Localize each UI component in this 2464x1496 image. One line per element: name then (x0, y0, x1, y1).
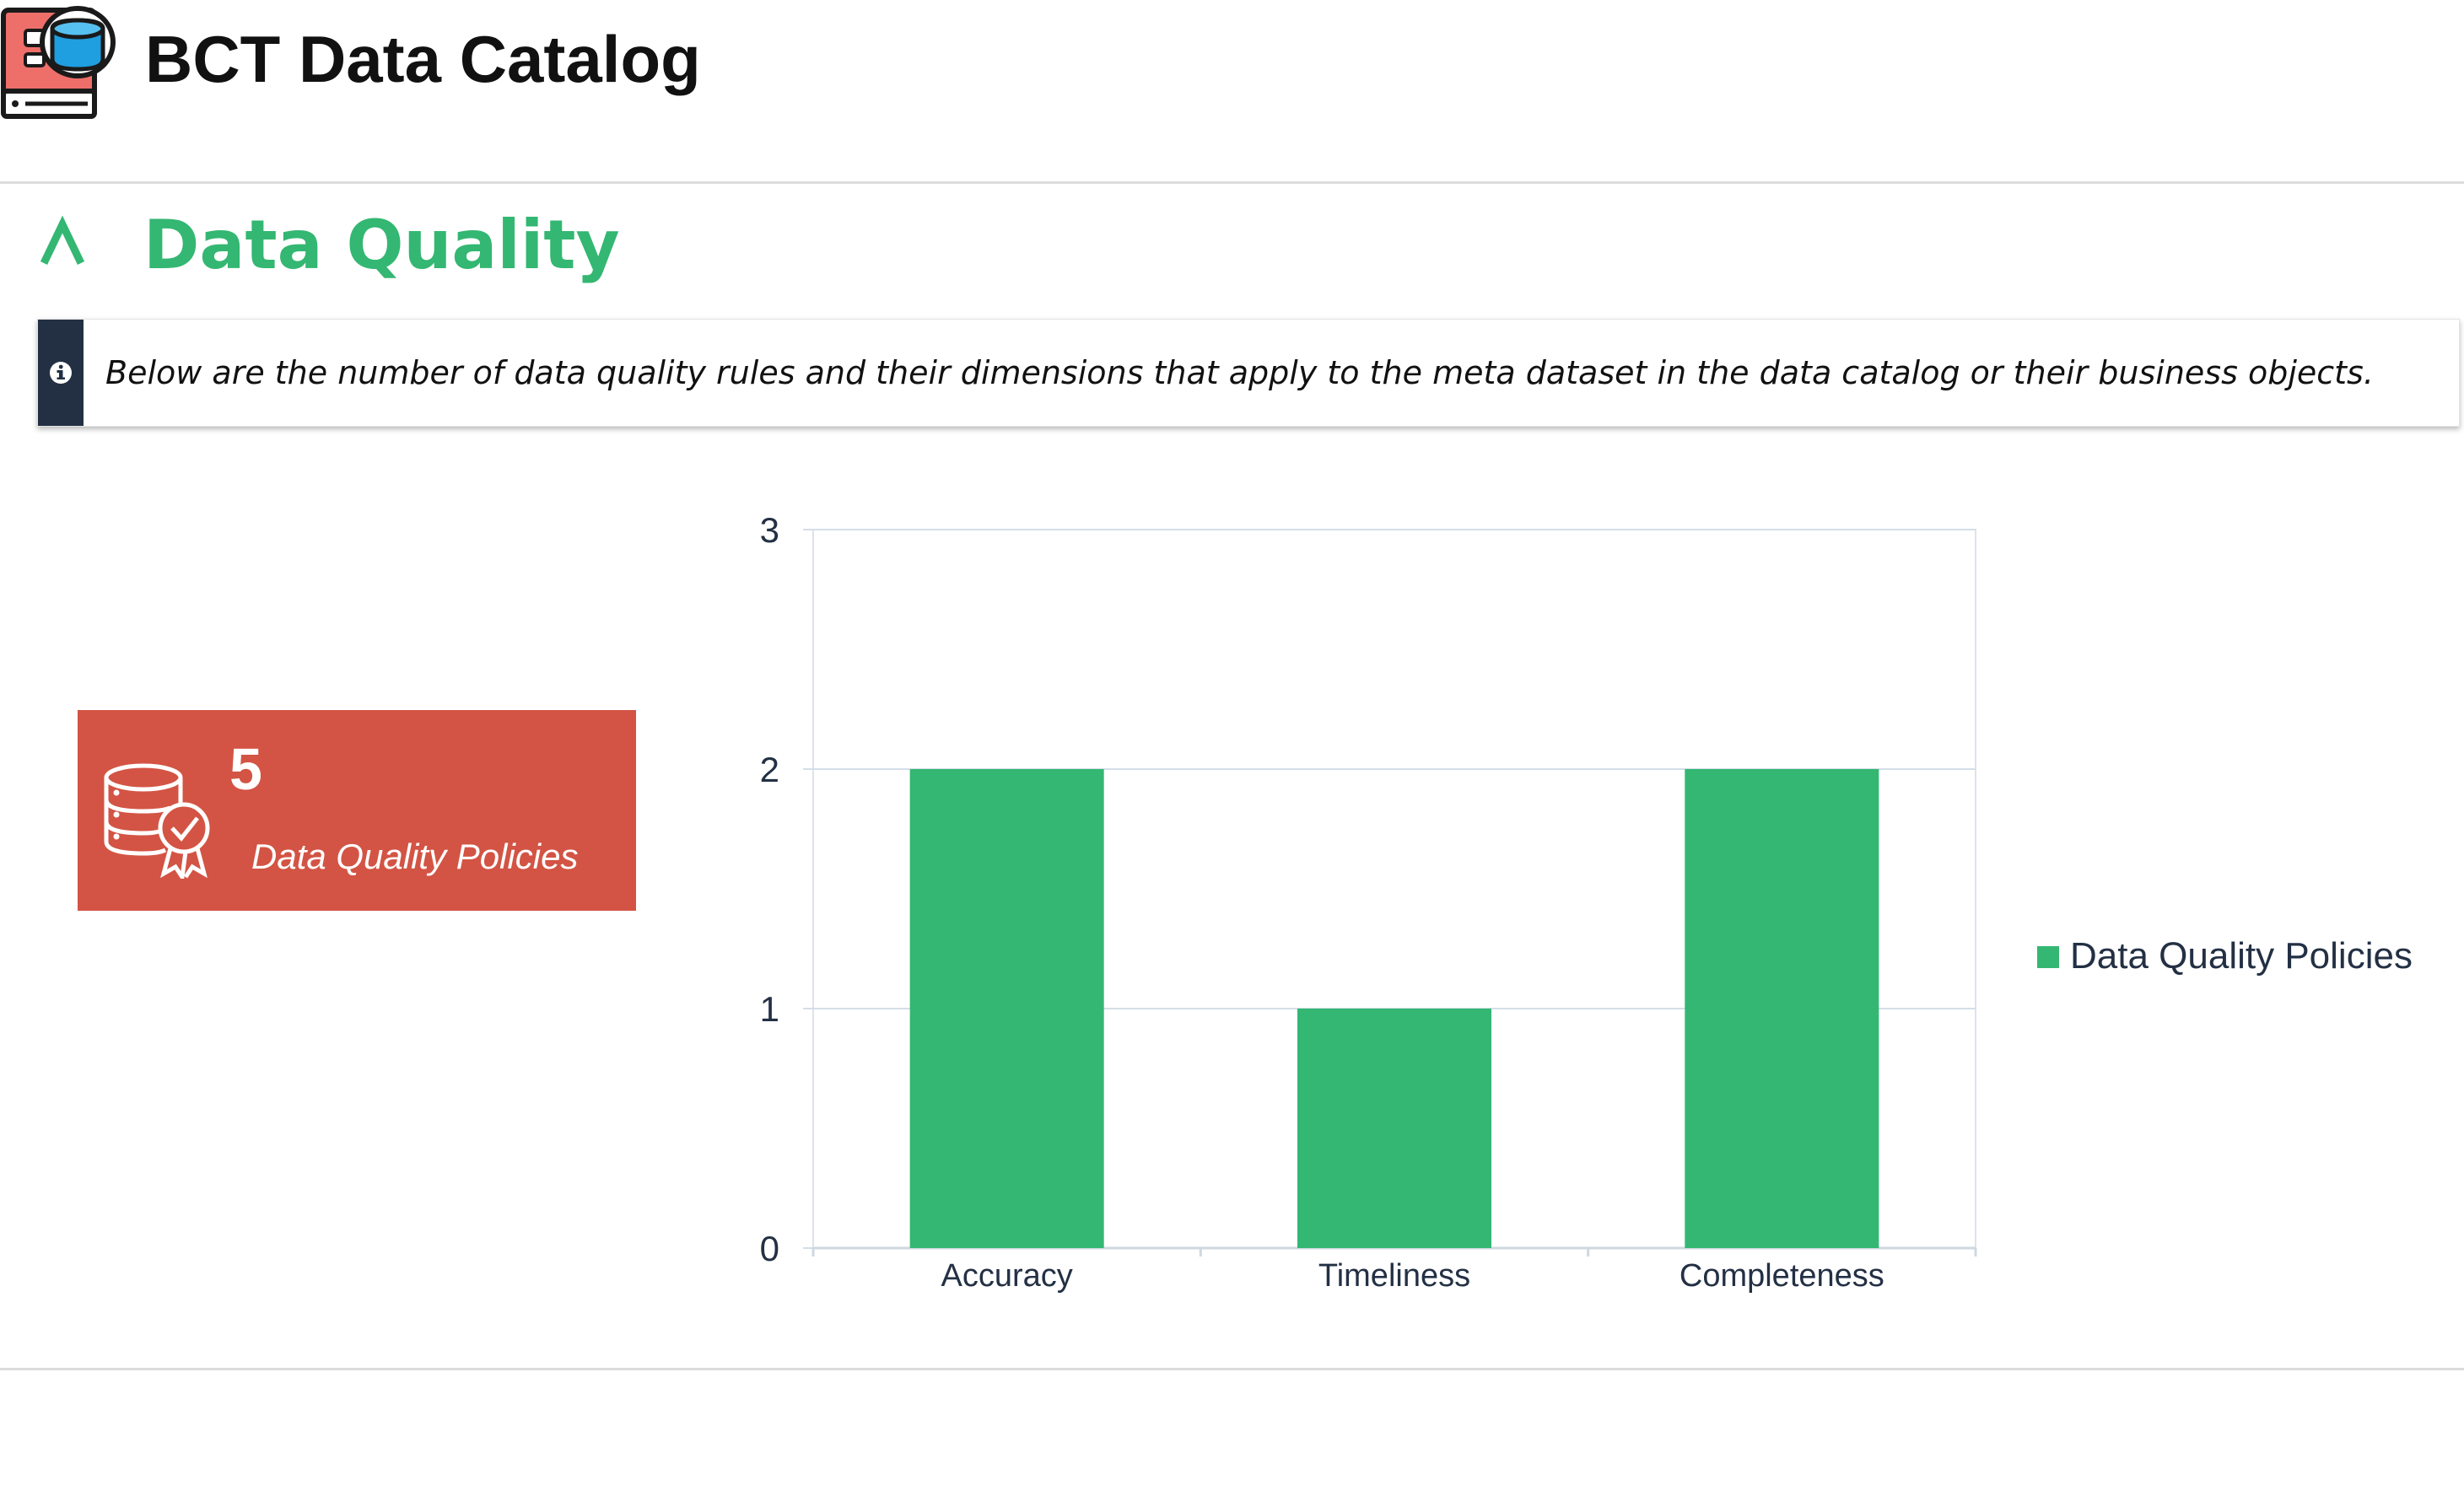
kpi-label: Data Quality Policies (251, 837, 579, 876)
x-tick-label: Timeliness (1318, 1258, 1470, 1294)
section-title: Data Quality (143, 206, 620, 284)
collapse-chevron-icon[interactable] (37, 211, 88, 278)
book-database-icon (1, 6, 116, 119)
app-header: BCT Data Catalog (0, 0, 2464, 184)
info-callout: Below are the number of data quality rul… (37, 319, 2460, 427)
legend-swatch (2037, 946, 2059, 968)
data-quality-bar-chart: 0 1 2 3 Accuracy Timeliness Completeness Data Q… (760, 510, 2413, 1294)
y-tick-label: 3 (760, 510, 779, 550)
bar-accuracy (909, 769, 1104, 1248)
kpi-card-policies: 5 Data Quality Policies (78, 710, 636, 911)
app-title: BCT Data Catalog (145, 22, 701, 96)
database-certified-icon (104, 763, 210, 879)
legend-label: Data Quality Policies (2070, 935, 2413, 977)
info-icon (50, 362, 72, 384)
section-divider (0, 1368, 2464, 1370)
x-tick-label: Accuracy (941, 1258, 1073, 1294)
info-text: Below are the number of data quality rul… (105, 354, 2374, 391)
x-tick-label: Completeness (1680, 1258, 1884, 1294)
y-tick-label: 0 (760, 1229, 779, 1268)
info-callout-bar (38, 320, 84, 426)
y-tick-label: 1 (760, 989, 779, 1029)
bar-timeliness (1297, 1009, 1491, 1248)
bar-completeness (1685, 769, 1879, 1248)
kpi-value: 5 (229, 736, 262, 802)
y-tick-label: 2 (760, 750, 779, 789)
